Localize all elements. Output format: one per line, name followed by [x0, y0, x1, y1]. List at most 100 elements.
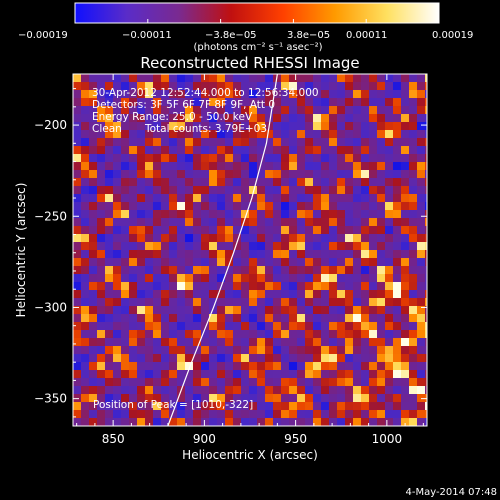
heatmap-pixel [201, 386, 209, 394]
heatmap-pixel [281, 362, 289, 370]
heatmap-pixel [385, 186, 393, 194]
heatmap-pixel [353, 242, 361, 250]
heatmap-pixel [161, 170, 169, 178]
heatmap-pixel [417, 338, 425, 346]
heatmap-pixel [113, 306, 121, 314]
heatmap-pixel [385, 306, 393, 314]
heatmap-pixel [129, 274, 137, 282]
heatmap-pixel [377, 346, 385, 354]
heatmap-pixel [201, 170, 209, 178]
heatmap-pixel [233, 186, 241, 194]
heatmap-pixel [169, 170, 177, 178]
heatmap-pixel [257, 146, 265, 154]
heatmap-pixel [169, 338, 177, 346]
heatmap-pixel [201, 226, 209, 234]
heatmap-pixel [385, 74, 393, 82]
heatmap-pixel [129, 122, 137, 130]
heatmap-pixel [305, 386, 313, 394]
heatmap-pixel [97, 306, 105, 314]
heatmap-pixel [113, 362, 121, 370]
heatmap-pixel [121, 226, 129, 234]
heatmap-pixel [249, 290, 257, 298]
heatmap-pixel [121, 130, 129, 138]
heatmap-pixel [89, 306, 97, 314]
heatmap-pixel [209, 370, 217, 378]
heatmap-pixel [329, 354, 337, 362]
heatmap-pixel [97, 386, 105, 394]
heatmap-pixel [369, 362, 377, 370]
heatmap-pixel [393, 114, 401, 122]
heatmap-pixel [409, 234, 417, 242]
heatmap-pixel [353, 210, 361, 218]
heatmap-pixel [369, 250, 377, 258]
heatmap-pixel [113, 218, 121, 226]
heatmap-pixel [161, 266, 169, 274]
heatmap-pixel [353, 226, 361, 234]
heatmap-pixel [137, 130, 145, 138]
heatmap-pixel [225, 330, 233, 338]
heatmap-pixel [233, 402, 241, 410]
heatmap-pixel [265, 106, 273, 114]
heatmap-pixel [417, 266, 425, 274]
heatmap-pixel [409, 122, 417, 130]
heatmap-pixel [185, 242, 193, 250]
heatmap-pixel [233, 410, 241, 418]
heatmap-pixel [313, 82, 321, 90]
heatmap-pixel [153, 114, 161, 122]
heatmap-pixel [105, 210, 113, 218]
heatmap-pixel [89, 258, 97, 266]
heatmap-pixel [145, 314, 153, 322]
heatmap-pixel [337, 234, 345, 242]
heatmap-pixel [345, 354, 353, 362]
heatmap-pixel [313, 250, 321, 258]
heatmap-pixel [233, 290, 241, 298]
heatmap-pixel [145, 322, 153, 330]
heatmap-pixel [273, 274, 281, 282]
heatmap-pixel [177, 234, 185, 242]
heatmap-pixel [137, 250, 145, 258]
heatmap-pixel [337, 122, 345, 130]
heatmap-pixel [385, 162, 393, 170]
heatmap-pixel [193, 202, 201, 210]
heatmap-pixel [81, 314, 89, 322]
heatmap-pixel [97, 418, 105, 426]
heatmap-pixel [161, 338, 169, 346]
heatmap-pixel [257, 346, 265, 354]
heatmap-pixel [425, 98, 427, 106]
heatmap-pixel [401, 202, 409, 210]
heatmap-pixel [129, 290, 137, 298]
heatmap-pixel [89, 298, 97, 306]
heatmap-pixel [313, 314, 321, 322]
heatmap-pixel [233, 218, 241, 226]
heatmap-pixel [137, 210, 145, 218]
heatmap-pixel [345, 362, 353, 370]
heatmap-pixel [345, 338, 353, 346]
heatmap-pixel [97, 234, 105, 242]
heatmap-pixel [401, 226, 409, 234]
heatmap-pixel [177, 370, 185, 378]
heatmap-pixel [161, 194, 169, 202]
heatmap-pixel [377, 322, 385, 330]
heatmap-pixel [337, 362, 345, 370]
heatmap-pixel [169, 90, 177, 98]
heatmap-pixel [161, 146, 169, 154]
heatmap-pixel [241, 170, 249, 178]
heatmap-pixel [89, 362, 97, 370]
heatmap-pixel [329, 226, 337, 234]
heatmap-pixel [393, 362, 401, 370]
heatmap-pixel [185, 146, 193, 154]
heatmap-pixel [297, 330, 305, 338]
heatmap-pixel [361, 346, 369, 354]
heatmap-pixel [281, 354, 289, 362]
heatmap-pixel [145, 250, 153, 258]
heatmap-pixel [417, 218, 425, 226]
heatmap-pixel [97, 370, 105, 378]
heatmap-pixel [73, 298, 81, 306]
heatmap-pixel [417, 330, 425, 338]
heatmap-pixel [281, 138, 289, 146]
heatmap-pixel [273, 138, 281, 146]
heatmap-pixel [217, 106, 225, 114]
heatmap-pixel [169, 418, 177, 426]
heatmap-pixel [409, 74, 417, 82]
heatmap-pixel [145, 410, 153, 418]
